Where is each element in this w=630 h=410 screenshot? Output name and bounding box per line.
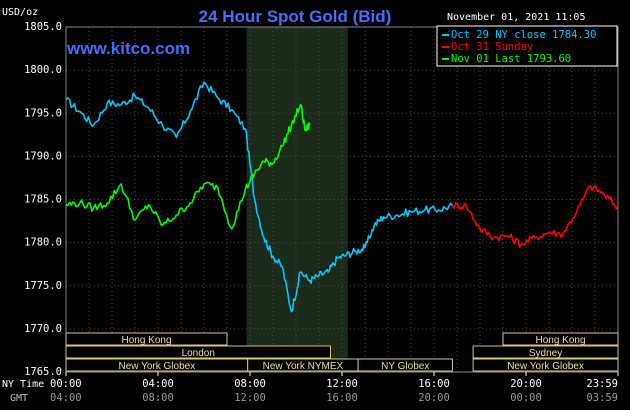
x-axis-gmt-label: GMT (10, 393, 28, 404)
x-tick-label-ny: 08:00 (234, 378, 266, 390)
x-tick-label-ny: 16:00 (418, 378, 450, 390)
session-label: NY Globex (381, 361, 429, 372)
session-label: Sydney (529, 348, 562, 359)
session-label: London (182, 348, 215, 359)
session-bar (472, 358, 619, 372)
legend-entry: Oct 31 Sunday (451, 41, 533, 53)
y-tick-label: 1765.0 (24, 366, 62, 378)
x-tick-label-gmt: 00:00 (510, 392, 542, 404)
y-tick-label: 1795.0 (24, 107, 62, 119)
session-bar (472, 345, 619, 359)
x-tick-label-ny: 23:59 (586, 378, 618, 390)
session-bar (65, 345, 331, 359)
session-label: New York Globex (118, 361, 195, 372)
session-bar (65, 332, 228, 346)
y-tick-label: 1805.0 (24, 21, 62, 33)
x-axis-ny-time-label: NY Time (2, 379, 44, 390)
session-bar (502, 332, 619, 346)
session-bar (357, 358, 453, 372)
series-line (65, 81, 454, 313)
y-tick-label: 1780.0 (24, 237, 62, 249)
legend-entry: Oct 29 NY close 1784.30 (451, 29, 596, 41)
y-tick-label: 1800.0 (24, 64, 62, 76)
x-tick-label-gmt: 20:00 (418, 392, 450, 404)
legend-entry: Nov 01 Last 1793.60 (451, 53, 571, 65)
x-tick-label-gmt: 12:00 (234, 392, 266, 404)
y-axis-unit-label: USD/oz (2, 7, 38, 18)
legend-box (436, 25, 618, 67)
x-tick-label-gmt: 04:00 (50, 392, 82, 404)
highlight-band (246, 27, 348, 372)
y-tick-label: 1775.0 (24, 280, 62, 292)
chart-timestamp: November 01, 2021 11:05 (447, 12, 585, 23)
x-tick-label-gmt: 08:00 (142, 392, 174, 404)
x-tick-label-ny: 00:00 (50, 378, 82, 390)
series-line (451, 184, 619, 248)
session-label: Hong Kong (535, 335, 585, 346)
x-tick-label-ny: 20:00 (510, 378, 542, 390)
y-tick-label: 1790.0 (24, 150, 62, 162)
x-tick-label-ny: 12:00 (326, 378, 358, 390)
session-label: Hong Kong (121, 335, 171, 346)
watermark-text: www.kitco.com (66, 39, 190, 58)
chart-title: 24 Hour Spot Gold (Bid) (199, 7, 392, 26)
y-tick-label: 1770.0 (24, 323, 62, 335)
x-tick-label-ny: 04:00 (142, 378, 174, 390)
y-tick-label: 1785.0 (24, 194, 62, 206)
session-label: New York NYMEX (263, 361, 344, 372)
x-tick-label-gmt: 03:59 (586, 392, 618, 404)
session-label: New York Globex (507, 361, 584, 372)
series-line (65, 103, 311, 230)
x-tick-label-gmt: 16:00 (326, 392, 358, 404)
